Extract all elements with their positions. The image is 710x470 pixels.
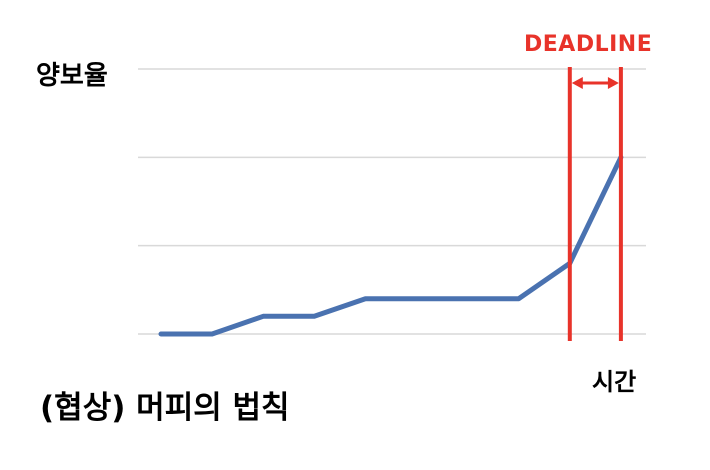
deadline-markers bbox=[567, 67, 623, 341]
deadline-arrow-left-head bbox=[571, 77, 583, 89]
deadline-arrow-right-head bbox=[607, 77, 619, 89]
deadline-label: DEADLINE bbox=[524, 32, 653, 57]
chart-caption: (협상) 머피의 법칙 bbox=[40, 390, 290, 426]
x-axis-label: 시간 bbox=[592, 368, 637, 396]
series-line bbox=[158, 154, 624, 337]
y-axis-label: 양보율 bbox=[36, 61, 108, 91]
series-group bbox=[158, 154, 624, 337]
gridlines bbox=[138, 68, 646, 335]
